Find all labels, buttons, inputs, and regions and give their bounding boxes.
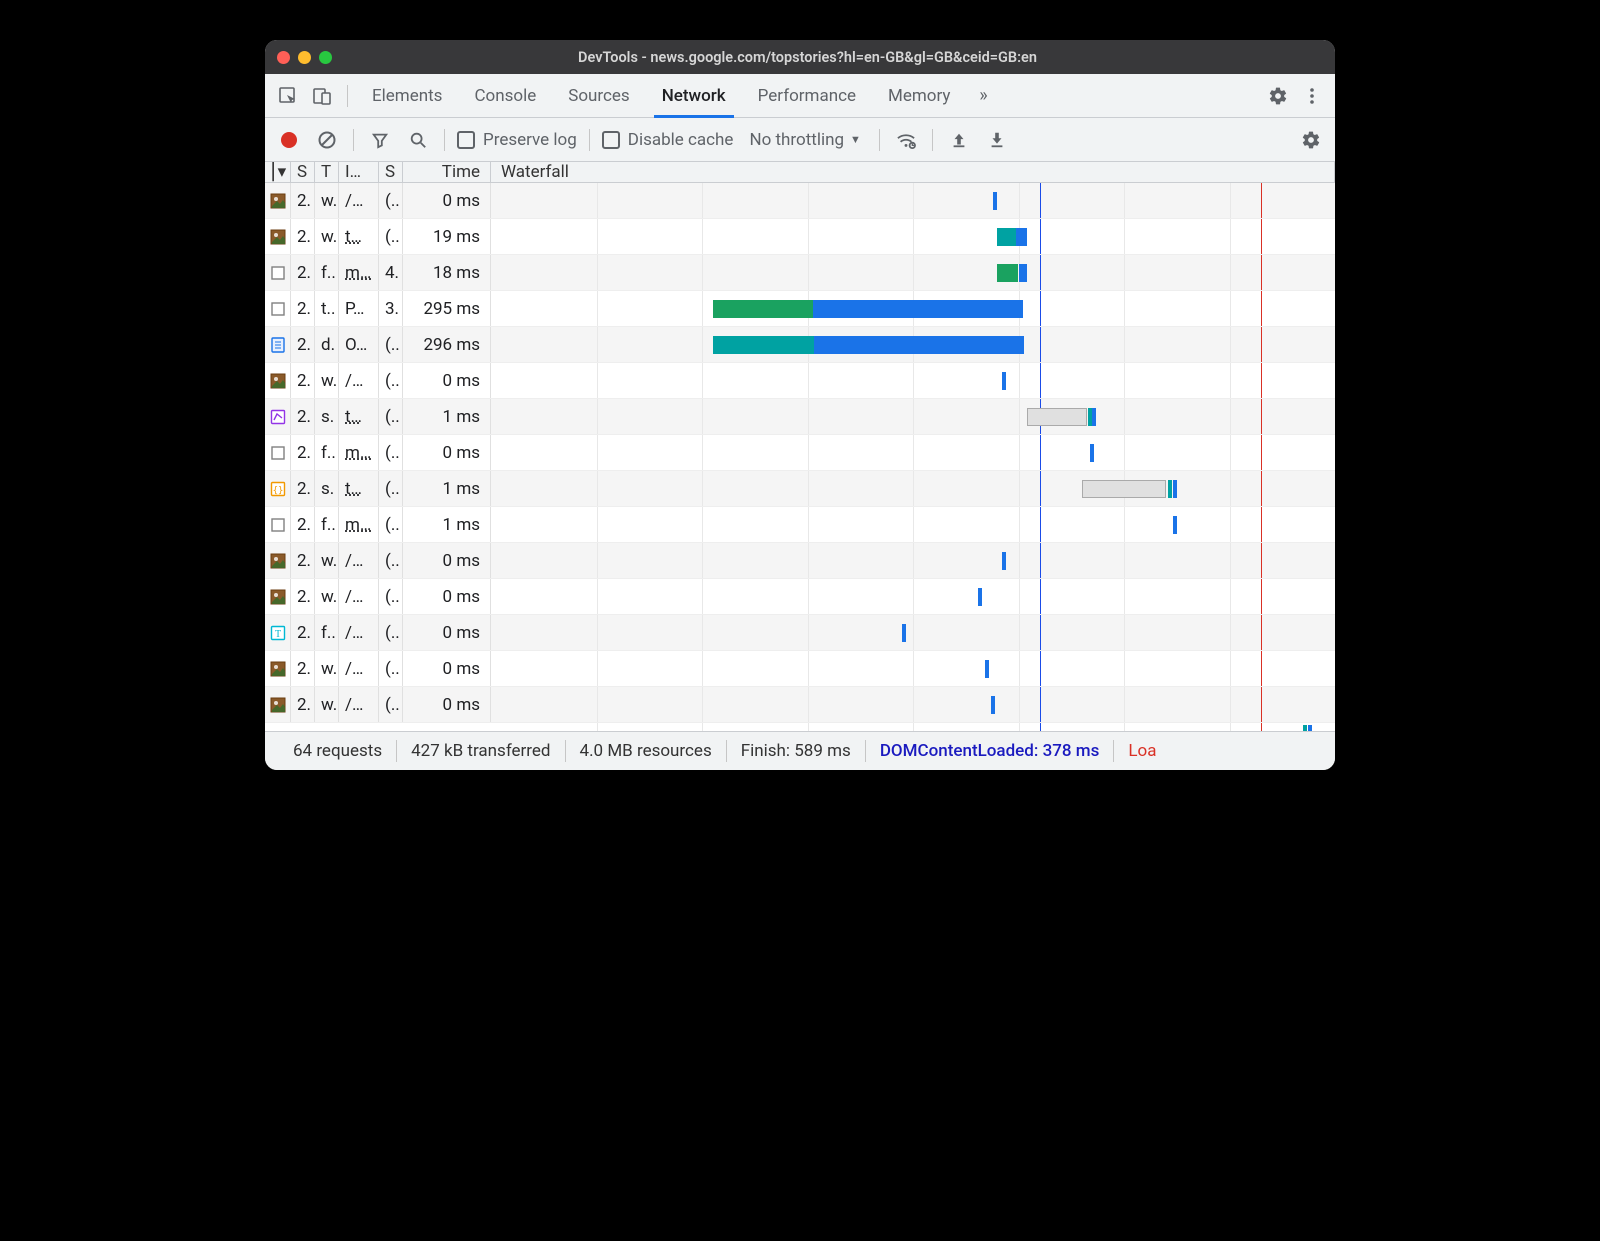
filter-icon[interactable] [366,126,394,154]
record-button[interactable] [275,126,303,154]
font-type-icon: T [270,625,286,641]
box-type-icon [270,445,286,461]
table-header-row: ⎮▾ S T I… S Time Waterfall [265,162,1335,183]
search-icon[interactable] [404,126,432,154]
col-type[interactable]: T [315,162,339,182]
col-status[interactable]: S [291,162,315,182]
img-type-icon [270,661,286,677]
img-type-icon [270,553,286,569]
col-name[interactable]: ⎮▾ [265,162,291,182]
download-har-icon[interactable] [983,126,1011,154]
svg-text:T: T [274,629,280,640]
device-toolbar-icon[interactable] [305,79,339,113]
img-type-icon [270,229,286,245]
disable-cache-label: Disable cache [628,130,734,150]
status-finish: Finish: 589 ms [727,741,865,761]
upload-har-icon[interactable] [945,126,973,154]
tab-network[interactable]: Network [646,74,742,117]
network-toolbar: Preserve log Disable cache No throttling… [265,118,1335,162]
network-settings-icon[interactable] [1297,126,1325,154]
preserve-log-checkbox[interactable]: Preserve log [457,130,577,150]
table-row[interactable]: 2.w./…(..0 ms [265,687,1335,723]
preserve-log-label: Preserve log [483,130,577,150]
panels-tabbar: ElementsConsoleSourcesNetworkPerformance… [265,74,1335,118]
box-type-icon [270,265,286,281]
svg-text:{}: {} [272,486,283,496]
img-type-icon [270,589,286,605]
box-type-icon [270,517,286,533]
dropdown-caret-icon: ▼ [850,133,861,146]
disable-cache-checkbox[interactable]: Disable cache [602,130,734,150]
table-row[interactable]: 2.w./…(..0 ms [265,651,1335,687]
col-size[interactable]: S [379,162,403,182]
titlebar: DevTools - news.google.com/topstories?hl… [265,40,1335,74]
status-bar: 64 requests 427 kB transferred 4.0 MB re… [265,732,1335,770]
table-row[interactable]: 2.w./…(..0 ms [265,183,1335,219]
throttling-dropdown[interactable]: No throttling ▼ [743,130,866,150]
table-row[interactable]: 2.w./…(..0 ms [265,579,1335,615]
kebab-menu-icon[interactable] [1295,79,1329,113]
img-type-icon [270,373,286,389]
table-row[interactable]: T2.f../…(..0 ms [265,615,1335,651]
table-row[interactable]: 2.w./…(..0 ms [265,543,1335,579]
throttling-value: No throttling [749,130,844,150]
col-time[interactable]: Time [403,162,491,182]
table-row[interactable]: 2.s.t…(..1 ms [265,399,1335,435]
table-row[interactable]: 2.f..m…4.18 ms [265,255,1335,291]
tab-performance[interactable]: Performance [742,74,872,117]
table-row[interactable]: 2.w.t…(..19 ms [265,219,1335,255]
table-row[interactable]: 2.w./…(..0 ms [265,363,1335,399]
status-resources: 4.0 MB resources [566,741,726,761]
css-type-icon [270,409,286,425]
table-row[interactable]: 2.f..m…(..0 ms [265,435,1335,471]
inspect-element-icon[interactable] [271,79,305,113]
clear-button[interactable] [313,126,341,154]
table-body: 2.w./…(..0 ms2.w.t…(..19 ms2.f..m…4.18 m… [265,183,1335,732]
tab-memory[interactable]: Memory [872,74,966,117]
more-tabs-icon[interactable]: » [966,79,1000,113]
status-load: Loa [1114,741,1156,761]
table-row[interactable]: 2.d.O…(..296 ms [265,327,1335,363]
tab-sources[interactable]: Sources [552,74,645,117]
tabs-container: ElementsConsoleSourcesNetworkPerformance… [356,74,966,117]
window-title: DevTools - news.google.com/topstories?hl… [292,49,1323,66]
box-type-icon [270,301,286,317]
tab-elements[interactable]: Elements [356,74,458,117]
col-initiator[interactable]: I… [339,162,379,182]
settings-icon[interactable] [1261,79,1295,113]
devtools-window: DevTools - news.google.com/topstories?hl… [265,40,1335,770]
col-waterfall[interactable]: Waterfall [491,162,1335,182]
table-row[interactable]: {}2.s.t…(..1 ms [265,471,1335,507]
table-row[interactable]: 2.t..P…3.295 ms [265,291,1335,327]
status-transferred: 427 kB transferred [397,741,564,761]
requests-table: ⎮▾ S T I… S Time Waterfall 2.w./…(..0 ms… [265,162,1335,732]
close-window-button[interactable] [277,51,290,64]
network-conditions-icon[interactable] [892,126,920,154]
js-type-icon: {} [270,481,286,497]
status-requests: 64 requests [279,741,396,761]
img-type-icon [270,697,286,713]
tab-console[interactable]: Console [458,74,552,117]
img-type-icon [270,193,286,209]
table-row[interactable]: 2.f..m…(..1 ms [265,507,1335,543]
status-domcontentloaded: DOMContentLoaded: 378 ms [866,741,1114,761]
doc-type-icon [270,337,286,353]
